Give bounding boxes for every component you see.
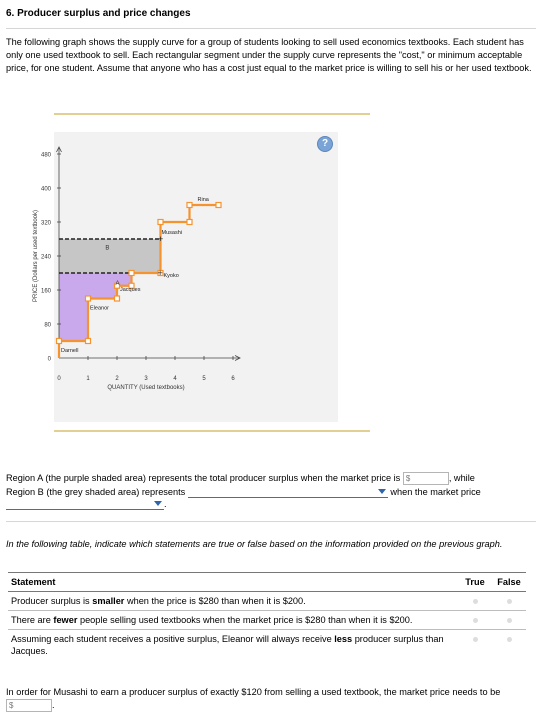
statement-cell: Producer surplus is smaller when the pri… xyxy=(8,591,458,611)
supply-handle xyxy=(84,337,92,345)
y-axis-arrow xyxy=(56,146,62,153)
q1-row2: Region B (the grey shaded area) represen… xyxy=(6,486,540,499)
region-b-shading xyxy=(59,239,161,273)
x-tick-label: 1 xyxy=(86,376,90,382)
graph-top-border xyxy=(54,113,370,115)
help-icon[interactable]: ? xyxy=(317,136,333,152)
q1-text-b: , while xyxy=(448,473,475,483)
statement-cell: Assuming each student receives a positiv… xyxy=(8,629,458,660)
table-header: Statement True False xyxy=(8,572,526,592)
y-tick-label: 160 xyxy=(41,289,52,295)
supply-handle xyxy=(215,201,222,209)
x-tick-label: 2 xyxy=(115,376,119,382)
seller-label: Rina xyxy=(198,197,210,203)
supply-handle xyxy=(113,282,121,289)
false-radio[interactable] xyxy=(492,629,526,660)
y-tick-label: 0 xyxy=(48,357,52,363)
y-axis-label: PRICE (Dollars per used textbook) xyxy=(33,210,39,302)
final-text: In order for Musashi to earn a producer … xyxy=(6,687,501,697)
false-radio[interactable] xyxy=(492,610,526,630)
y-tick-label: 240 xyxy=(41,255,52,261)
q1-row3: . xyxy=(6,498,206,511)
x-tick-label: 0 xyxy=(57,376,61,382)
true-radio[interactable] xyxy=(458,610,492,630)
supply-handle xyxy=(84,295,92,302)
plus-marker: + xyxy=(158,268,163,278)
supply-handle xyxy=(186,201,193,209)
question-title: 6. Producer surplus and price changes xyxy=(6,8,191,19)
region-a-shading xyxy=(88,273,117,299)
x-axis-arrow xyxy=(234,355,241,361)
true-radio[interactable] xyxy=(458,591,492,611)
divider xyxy=(6,521,536,522)
musashi-price-input[interactable]: $ xyxy=(6,699,52,713)
seller-label: Musashi xyxy=(162,230,182,236)
final-question: In order for Musashi to earn a producer … xyxy=(6,686,526,713)
final-period: . xyxy=(52,700,55,710)
supply-handle xyxy=(113,295,121,302)
supply-handle xyxy=(128,269,135,277)
table-row: Producer surplus is smaller when the pri… xyxy=(8,591,526,611)
header-false: False xyxy=(492,572,526,592)
region-a-shading xyxy=(117,273,132,286)
q1-period: . xyxy=(164,499,167,509)
x-tick-label: 5 xyxy=(202,376,206,382)
x-tick-label: 6 xyxy=(231,376,235,382)
y-tick-label: 320 xyxy=(41,221,52,227)
seller-label: Eleanor xyxy=(90,306,109,312)
y-tick-label: 80 xyxy=(44,323,51,329)
graph-bottom-border xyxy=(54,430,370,432)
seller-label: Darnell xyxy=(61,348,78,354)
x-axis-label: QUANTITY (Used textbooks) xyxy=(107,385,184,391)
false-radio[interactable] xyxy=(492,591,526,611)
plus-marker: + xyxy=(158,234,163,244)
statements-table: Statement True False Producer surplus is… xyxy=(8,572,526,660)
region-b-dropdown[interactable] xyxy=(187,487,388,499)
chevron-down-icon xyxy=(154,501,162,507)
q1-text-d: when the market price xyxy=(390,487,481,497)
chevron-down-icon xyxy=(377,489,386,495)
table-row: There are fewer people selling used text… xyxy=(8,610,526,630)
supply-handle xyxy=(186,218,193,226)
region-b-label: B xyxy=(105,246,109,252)
supply-handle xyxy=(128,282,135,289)
header-statement: Statement xyxy=(8,572,458,592)
region-a-label: A xyxy=(116,281,120,287)
table-row: Assuming each student receives a positiv… xyxy=(8,629,526,660)
supply-handle xyxy=(55,337,63,345)
header-true: True xyxy=(458,572,492,592)
q1-row1: Region A (the purple shaded area) repres… xyxy=(6,472,540,486)
divider xyxy=(6,28,536,29)
table-instructions: In the following table, indicate which s… xyxy=(6,539,503,549)
market-price-dropdown[interactable] xyxy=(6,499,164,511)
statement-cell: There are fewer people selling used text… xyxy=(8,610,458,630)
region-a-shading xyxy=(59,273,88,341)
supply-handle xyxy=(157,218,164,226)
q1-text-a-main: Region A (the purple shaded area) repres… xyxy=(6,473,401,483)
supply-handle xyxy=(157,269,164,277)
y-tick-label: 400 xyxy=(41,187,52,193)
seller-label: Jacques xyxy=(120,287,141,293)
q1-text-c: Region B (the grey shaded area) represen… xyxy=(6,487,186,497)
price-input[interactable]: $ xyxy=(402,472,449,486)
x-tick-label: 4 xyxy=(173,376,177,382)
true-radio[interactable] xyxy=(458,629,492,660)
y-tick-label: 480 xyxy=(41,153,52,159)
x-tick-label: 3 xyxy=(144,376,148,382)
intro-text: The following graph shows the supply cur… xyxy=(6,37,532,73)
seller-label: Kyoko xyxy=(164,273,179,279)
